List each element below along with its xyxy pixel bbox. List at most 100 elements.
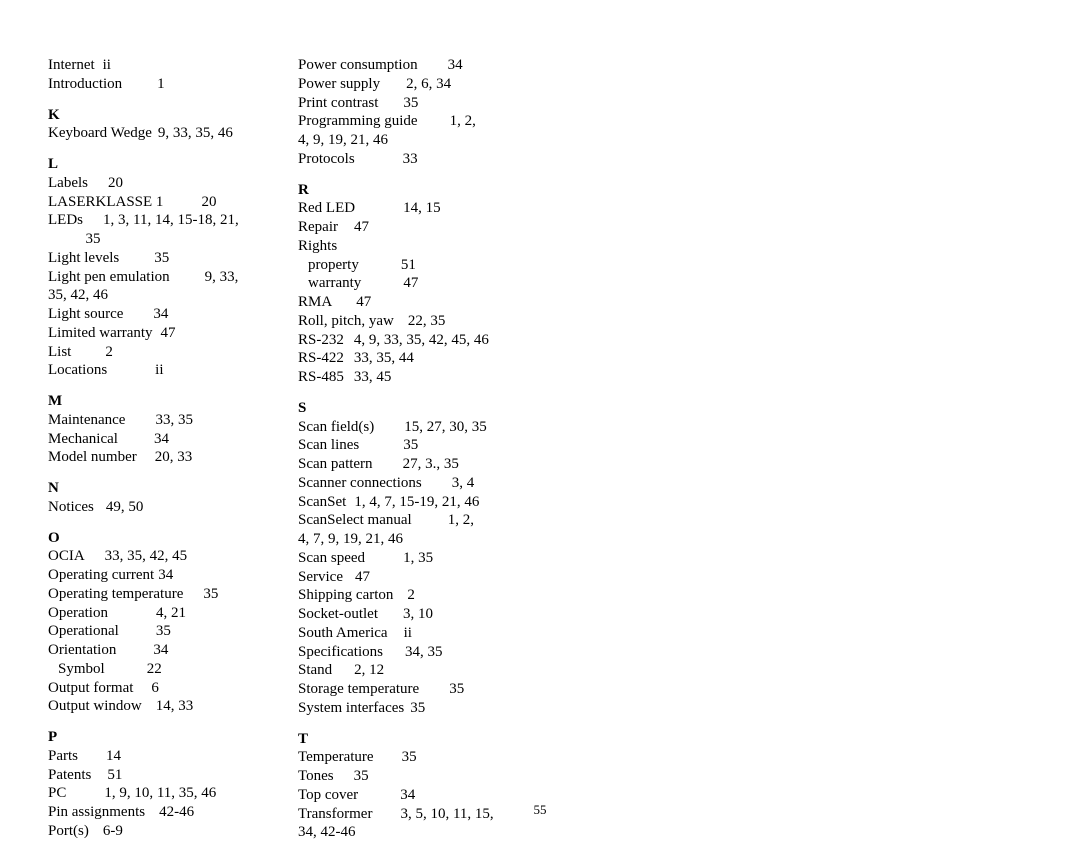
index-pages: 33 xyxy=(403,150,418,169)
index-pages: 47 xyxy=(161,324,176,343)
index-term: Repair xyxy=(298,218,338,237)
index-pages: 6-9 xyxy=(103,822,123,841)
index-pages: 34 xyxy=(158,566,173,585)
index-pages: 1, 35 xyxy=(403,549,433,568)
index-entry: RMA47 xyxy=(298,293,508,312)
index-continuation: 35 xyxy=(48,230,258,249)
index-term: Rights xyxy=(298,237,337,256)
index-term: Operating temperature xyxy=(48,585,183,604)
index-entry: ScanSelect manual1, 2, xyxy=(298,511,508,530)
index-column-2: Power consumption34Power supply2, 6, 34P… xyxy=(298,56,508,842)
index-continuation: 35, 42, 46 xyxy=(48,286,258,305)
index-entry: ScanSet 1, 4, 7, 15-19, 21, 46 xyxy=(298,493,508,512)
index-pages: 1, 2, xyxy=(448,511,474,530)
index-term: Scan speed xyxy=(298,549,365,568)
index-pages: 34 xyxy=(448,56,463,75)
index-pages: 1, 4, 7, 15-19, 21, 46 xyxy=(354,493,479,512)
index-term: Introduction xyxy=(48,75,122,94)
index-entry: Light levels35 xyxy=(48,249,258,268)
index-pages: 33, 35 xyxy=(155,411,193,430)
index-section-head: M xyxy=(48,392,258,411)
index-section-head: S xyxy=(298,399,508,418)
index-pages: 47 xyxy=(355,568,370,587)
index-term: Port(s) xyxy=(48,822,89,841)
index-term: Model number xyxy=(48,448,137,467)
index-pages: 14, 15 xyxy=(403,199,441,218)
index-term: Orientation xyxy=(48,641,116,660)
index-entry: South America ii xyxy=(298,624,508,643)
index-term: South America xyxy=(298,624,388,643)
page-number: 55 xyxy=(0,802,1080,818)
index-term: Stand xyxy=(298,661,332,680)
index-term: Keyboard Wedge xyxy=(48,124,152,143)
index-pages: 2 xyxy=(105,343,113,362)
index-entry: Roll, pitch, yaw22, 35 xyxy=(298,312,508,331)
index-pages: ii xyxy=(404,624,412,643)
index-term: warranty xyxy=(298,274,361,293)
index-pages: 2, 6, 34 xyxy=(406,75,451,94)
index-entry: System interfaces35 xyxy=(298,699,508,718)
index-term: Parts xyxy=(48,747,78,766)
index-pages: 15, 27, 30, 35 xyxy=(404,418,487,437)
index-section-head: O xyxy=(48,529,258,548)
index-term: PC xyxy=(48,784,66,803)
index-term: Internet xyxy=(48,56,95,75)
index-pages: 1, 3, 11, 14, 15-18, 21, xyxy=(103,211,239,230)
index-term: Light levels xyxy=(48,249,119,268)
index-entry: warranty 47 xyxy=(298,274,508,293)
index-term: Power consumption xyxy=(298,56,418,75)
index-term: Scanner connections xyxy=(298,474,422,493)
index-continuation: 4, 9, 19, 21, 46 xyxy=(298,131,508,150)
index-entry: Introduction1 xyxy=(48,75,258,94)
index-entry: property51 xyxy=(298,256,508,275)
index-pages: 35 xyxy=(156,622,171,641)
index-entry: RS-48533, 45 xyxy=(298,368,508,387)
index-term: ScanSet xyxy=(298,493,346,512)
index-entry: Scan speed 1, 35 xyxy=(298,549,508,568)
index-section-head: R xyxy=(298,181,508,200)
index-entry: Power supply 2, 6, 34 xyxy=(298,75,508,94)
index-entry: Stand2, 12 xyxy=(298,661,508,680)
index-pages: 1, 2, xyxy=(450,112,476,131)
index-term: Scan field(s) xyxy=(298,418,374,437)
index-entry: Service47 xyxy=(298,568,508,587)
index-pages: 14 xyxy=(106,747,121,766)
index-entry: Power consumption 34 xyxy=(298,56,508,75)
index-entry: Protocols33 xyxy=(298,150,508,169)
index-entry: Parts 14 xyxy=(48,747,258,766)
index-pages: 33, 35, 42, 45 xyxy=(105,547,188,566)
index-term: Power supply xyxy=(298,75,380,94)
index-term: List xyxy=(48,343,71,362)
index-term: LEDs xyxy=(48,211,83,230)
index-pages: 35 xyxy=(402,748,417,767)
index-entry: Orientation34 xyxy=(48,641,258,660)
index-entry: Light source34 xyxy=(48,305,258,324)
index-entry: Storage temperature35 xyxy=(298,680,508,699)
index-pages: 34, 35 xyxy=(405,643,443,662)
index-entry: PC1, 9, 10, 11, 35, 46 xyxy=(48,784,258,803)
index-term: Programming guide xyxy=(298,112,418,131)
index-term: Shipping carton xyxy=(298,586,393,605)
index-entry: Scan lines35 xyxy=(298,436,508,455)
index-pages: 47 xyxy=(403,274,418,293)
index-pages: 3, 4 xyxy=(452,474,475,493)
index-pages: 3, 10 xyxy=(403,605,433,624)
index-term: OCIA xyxy=(48,547,85,566)
index-term: Tones xyxy=(298,767,334,786)
index-section-head: N xyxy=(48,479,258,498)
index-pages: 35 xyxy=(403,94,418,113)
index-pages: 4, 21 xyxy=(156,604,186,623)
index-term: Patents xyxy=(48,766,91,785)
index-entry: Light pen emulation9, 33, xyxy=(48,268,258,287)
index-pages: 9, 33, 35, 46 xyxy=(158,124,233,143)
index-entry: Labels20 xyxy=(48,174,258,193)
index-entry: Keyboard Wedge 9, 33, 35, 46 xyxy=(48,124,258,143)
index-term: Socket-outlet xyxy=(298,605,378,624)
index-term: Maintenance xyxy=(48,411,125,430)
index-term: Limited warranty xyxy=(48,324,153,343)
index-term: Notices xyxy=(48,498,94,517)
index-entry: LEDs 1, 3, 11, 14, 15-18, 21, xyxy=(48,211,258,230)
index-entry: Print contrast35 xyxy=(298,94,508,113)
index-term: property xyxy=(298,256,359,275)
index-pages: 35 xyxy=(403,436,418,455)
